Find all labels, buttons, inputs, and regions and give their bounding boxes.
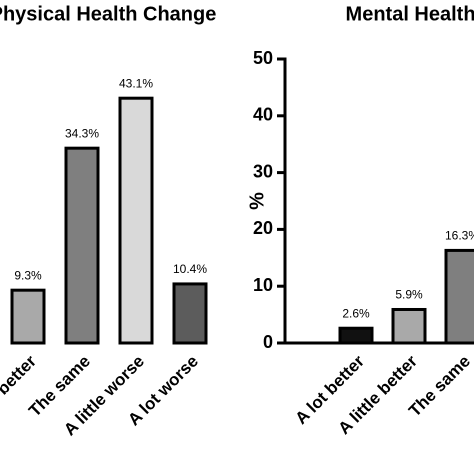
bar bbox=[444, 248, 474, 345]
y-tick-label: 20 bbox=[253, 218, 273, 238]
bar bbox=[338, 326, 374, 345]
value-label: 5.9% bbox=[395, 288, 423, 302]
chart-title: Physical Health Change bbox=[0, 3, 216, 25]
value-label: 16.3% bbox=[445, 229, 474, 243]
x-tick-label: A little better bbox=[0, 351, 40, 438]
y-tick-label: 0 bbox=[263, 332, 273, 352]
y-tick-label: 30 bbox=[253, 161, 273, 181]
y-tick-label: 50 bbox=[253, 48, 273, 68]
y-tick-label: 10 bbox=[253, 275, 273, 295]
bar bbox=[172, 282, 208, 345]
chart-title: Mental Health Change bbox=[346, 3, 474, 25]
bar bbox=[10, 288, 46, 345]
value-label: 10.4% bbox=[173, 262, 207, 276]
y-axis-label: % bbox=[246, 192, 268, 210]
bar bbox=[118, 96, 154, 345]
value-label: 2.6% bbox=[342, 306, 370, 320]
y-tick-label: 40 bbox=[253, 105, 273, 125]
bar bbox=[64, 146, 100, 345]
value-label: 9.3% bbox=[14, 268, 42, 282]
value-label: 34.3% bbox=[65, 126, 99, 140]
value-label: 43.1% bbox=[119, 76, 153, 90]
bar bbox=[391, 307, 427, 345]
